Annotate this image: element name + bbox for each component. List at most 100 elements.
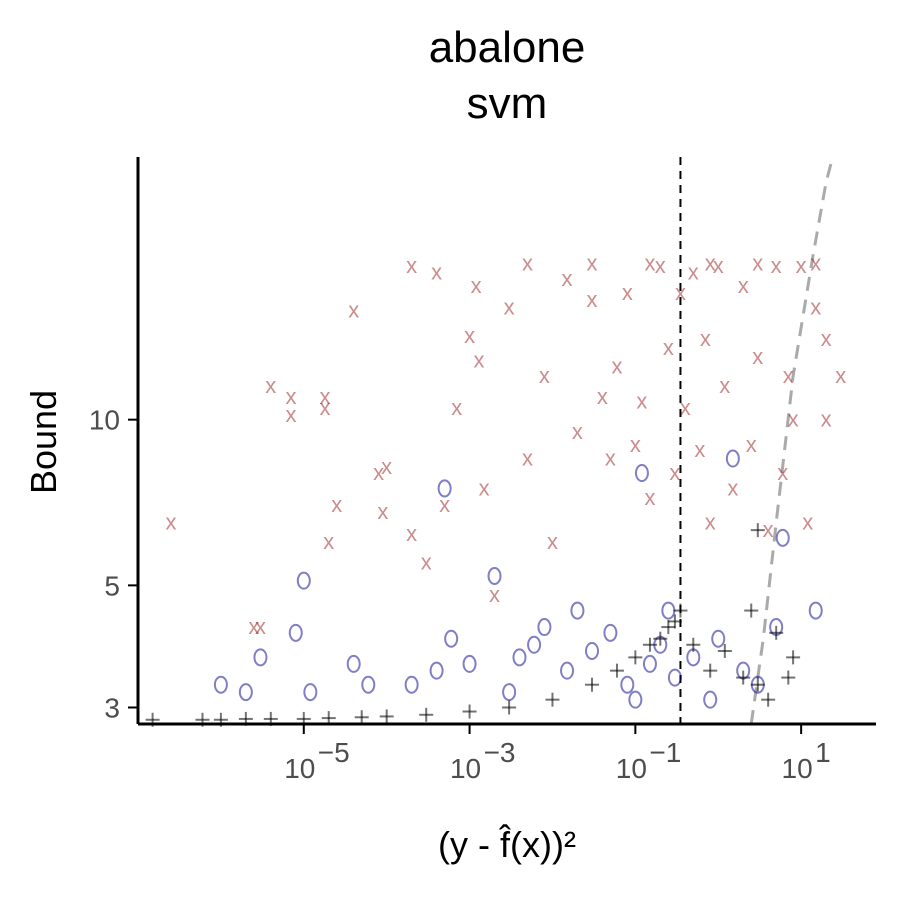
data-point-o: [346, 654, 361, 673]
data-point-o: [661, 601, 676, 620]
data-point-o: [725, 449, 740, 468]
data-point-x: x: [644, 251, 655, 276]
data-point-o: [628, 690, 643, 709]
data-point-x: x: [821, 407, 832, 432]
data-point-x: x: [479, 475, 490, 500]
data-point-x: x: [700, 326, 711, 351]
y-tick-label: 10: [89, 405, 120, 436]
data-point-x: x: [644, 485, 655, 510]
data-point-x: x: [727, 475, 738, 500]
data-point-x: x: [669, 460, 680, 485]
data-point-x: x: [562, 266, 573, 291]
data-point-o: [634, 464, 649, 483]
data-point-x: x: [663, 335, 674, 360]
chart-subtitle: svm: [467, 79, 548, 128]
data-point-plus: [686, 637, 701, 652]
data-point-x: x: [248, 614, 259, 639]
data-point-plus: [642, 637, 657, 652]
data-point-o: [775, 528, 790, 547]
data-point-o: [238, 683, 253, 702]
data-point-x: x: [622, 280, 633, 305]
data-point-x: x: [431, 260, 442, 285]
x-tick-exponent: −5: [318, 737, 350, 768]
data-point-plus: [379, 709, 394, 724]
data-point-plus: [761, 692, 776, 707]
data-point-o: [560, 661, 575, 680]
data-point-o: [808, 601, 823, 620]
data-point-x: x: [630, 432, 641, 457]
reference-curve: [749, 156, 835, 725]
data-point-plus: [744, 603, 759, 618]
data-point-x: x: [587, 251, 598, 276]
data-point-x: x: [802, 510, 813, 535]
x-tick-label: 10: [782, 753, 813, 784]
data-point-o: [361, 675, 376, 694]
data-point-x: x: [746, 432, 757, 457]
data-point-plus: [628, 650, 643, 665]
data-point-x: x: [165, 510, 176, 535]
data-point-x: x: [547, 529, 558, 554]
data-point-o: [462, 654, 477, 673]
data-point-o: [585, 641, 600, 660]
x-tick-exponent: −3: [484, 737, 516, 768]
data-point-x: x: [688, 260, 699, 285]
data-point-o: [288, 623, 303, 642]
data-point-o: [502, 683, 517, 702]
data-point-x: x: [810, 294, 821, 319]
data-point-x: x: [265, 373, 276, 398]
reference-lines: [679, 156, 835, 725]
x-axis-title: (y - f̂(x))²: [438, 823, 576, 865]
data-point-plus: [673, 603, 688, 618]
data-point-x: x: [680, 395, 691, 420]
data-point-x: x: [451, 395, 462, 420]
data-point-plus: [667, 614, 682, 629]
data-point-o: [642, 654, 657, 673]
y-axis-ticks: 3 5 10: [89, 405, 138, 724]
data-point-x: x: [323, 529, 334, 554]
y-tick-label: 3: [104, 693, 120, 724]
data-point-plus: [750, 677, 765, 692]
data-point-o: [404, 675, 419, 694]
data-point-x: x: [763, 517, 774, 542]
data-point-o: [620, 675, 635, 694]
data-point-x: x: [464, 323, 475, 348]
data-point-plus: [781, 670, 796, 685]
x-tick-exponent: −1: [649, 737, 681, 768]
data-point-x: x: [471, 273, 482, 298]
data-point-o: [303, 683, 318, 702]
data-point-o: [711, 629, 726, 648]
data-point-o: [444, 629, 459, 648]
data-point-o: [537, 618, 552, 637]
data-point-o: [253, 648, 268, 667]
data-point-x: x: [406, 253, 417, 278]
data-point-plus: [585, 677, 600, 692]
x-tick-label: 10: [284, 753, 315, 784]
data-point-x: x: [636, 388, 647, 413]
data-point-o: [703, 690, 718, 709]
data-point-x: x: [655, 253, 666, 278]
data-point-o: [429, 661, 444, 680]
data-point-o: [296, 571, 311, 590]
x-tick-label: 10: [450, 753, 481, 784]
chart-title: abalone: [429, 23, 586, 72]
data-point-x: x: [611, 353, 622, 378]
data-point-x: x: [539, 363, 550, 388]
data-point-x: x: [504, 294, 515, 319]
data-point-x: x: [771, 253, 782, 278]
data-point-x: x: [572, 419, 583, 444]
data-point-x: x: [474, 348, 485, 373]
data-point-x: x: [694, 437, 705, 462]
data-point-x: x: [796, 253, 807, 278]
x-tick-label: 10: [616, 753, 647, 784]
data-point-o: [603, 623, 618, 642]
data-point-x: x: [783, 363, 794, 388]
data-point-x: x: [597, 384, 608, 409]
data-point-x: x: [255, 614, 266, 639]
data-point-plus: [653, 631, 668, 646]
data-point-x: x: [319, 395, 330, 420]
data-point-x: x: [719, 373, 730, 398]
data-point-x: x: [810, 251, 821, 276]
data-point-x: x: [381, 454, 392, 479]
